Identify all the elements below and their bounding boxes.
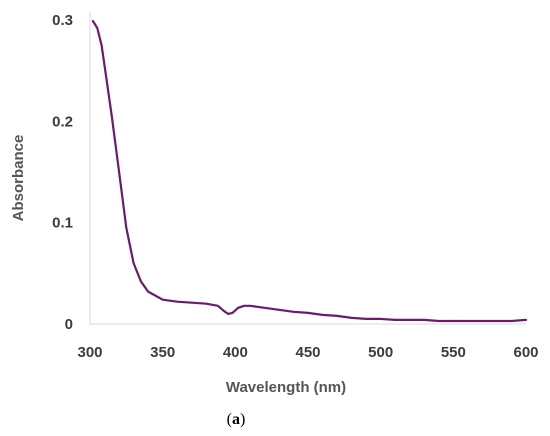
y-tick-label: 0.1 <box>52 215 73 232</box>
x-tick-label: 400 <box>223 344 248 361</box>
x-tick-label: 500 <box>368 344 393 361</box>
y-tick-label: 0.3 <box>52 12 73 29</box>
y-tick-label: 0.2 <box>52 113 73 130</box>
caption-letter: a <box>232 411 240 428</box>
y-tick-label: 0 <box>65 316 73 333</box>
y-axis-title: Absorbance <box>10 135 27 222</box>
x-tick-label: 550 <box>441 344 466 361</box>
x-tick-label: 450 <box>295 344 320 361</box>
x-tick-label: 350 <box>150 344 175 361</box>
x-tick-label: 600 <box>513 344 538 361</box>
caption-open-paren: ( <box>227 411 232 428</box>
absorbance-line <box>91 19 528 323</box>
x-tick-label: 300 <box>77 344 102 361</box>
x-axis-title: Wavelength (nm) <box>226 379 346 396</box>
x-axis-ticks: 300 350 400 450 500 550 600 <box>77 344 538 361</box>
caption-close-paren: ) <box>240 411 245 428</box>
figure-caption: (a) <box>227 411 246 428</box>
y-axis-ticks: 0 0.1 0.2 0.3 <box>52 12 73 333</box>
plot-series <box>91 19 528 323</box>
